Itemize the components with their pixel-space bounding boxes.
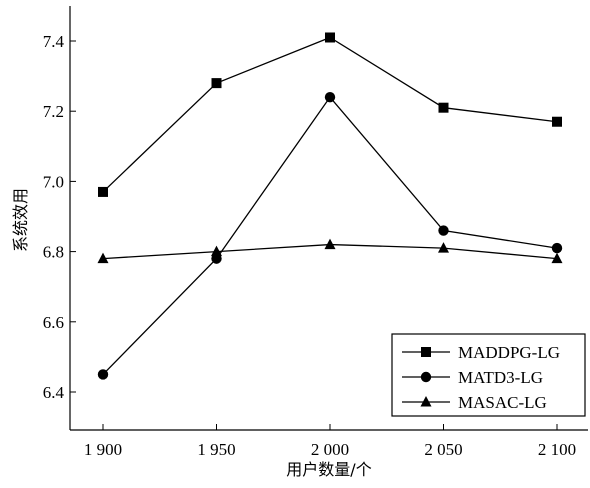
data-point (325, 32, 335, 43)
legend-item: MATD3-LG (402, 368, 543, 387)
data-point (211, 78, 222, 89)
y-tick-label: 7.0 (43, 172, 64, 191)
y-axis-title: 系统效用 (11, 188, 30, 252)
data-point (552, 116, 562, 127)
data-point (324, 238, 336, 250)
series-triangle (97, 238, 563, 264)
data-point (324, 91, 336, 103)
data-point (551, 252, 563, 264)
legend-marker (421, 347, 431, 357)
x-tick-label: 1 900 (84, 440, 122, 459)
x-tick-label: 2 100 (538, 440, 576, 459)
x-tick-label: 2 000 (311, 440, 349, 459)
data-point (97, 369, 109, 380)
legend-marker (420, 396, 432, 407)
series-line (102, 96, 558, 375)
x-ticks: 1 900 1 950 2 000 2 050 2 100 (84, 424, 576, 459)
y-tick-label: 7.4 (43, 32, 65, 51)
data-point (211, 245, 222, 257)
legend-label: MADDPG-LG (458, 343, 560, 362)
series-square (98, 32, 562, 197)
legend-label: MATD3-LG (458, 368, 543, 387)
data-point (438, 102, 449, 113)
legend-marker (420, 371, 432, 383)
legend: MADDPG-LG MATD3-LG MASAC-LG (391, 333, 586, 417)
y-tick-label: 6.8 (43, 243, 64, 262)
axes (69, 6, 588, 431)
legend-label: MASAC-LG (458, 393, 547, 412)
data-point (551, 242, 563, 254)
y-ticks: 6.4 6.6 6.8 7.0 7.2 7.4 (43, 32, 76, 402)
y-tick-label: 6.4 (43, 383, 65, 402)
series-line (102, 36, 558, 193)
legend-item: MASAC-LG (402, 393, 547, 412)
legend-item: MADDPG-LG (402, 343, 560, 362)
x-tick-label: 1 950 (197, 440, 235, 459)
data-point (97, 252, 109, 264)
y-tick-label: 6.6 (43, 313, 64, 332)
x-axis-title: 用户数量/个 (286, 460, 371, 479)
data-point (98, 186, 108, 197)
data-point (438, 242, 449, 253)
y-tick-label: 7.2 (43, 102, 64, 121)
data-point (438, 225, 449, 236)
series-layer (97, 32, 563, 380)
x-tick-label: 2 050 (424, 440, 462, 459)
